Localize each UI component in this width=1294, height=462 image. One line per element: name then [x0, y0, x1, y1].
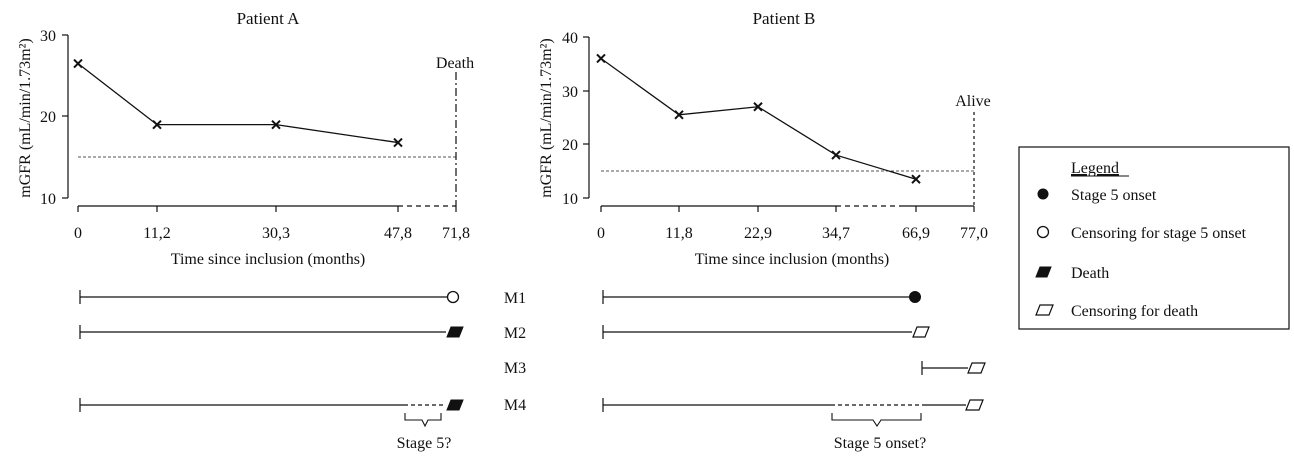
chart-a-y-tick-label: 30: [40, 28, 56, 45]
model-label-m1: M1: [504, 290, 526, 307]
chart-a-y-tick-label: 20: [40, 109, 56, 126]
chart-a-x-axis-label: Time since inclusion (months): [171, 251, 366, 268]
patient-a-m4-timeline: Stage 5?: [79, 398, 464, 452]
filled-circle-marker: [909, 291, 921, 303]
stage-5-brace-label: Stage 5?: [397, 435, 452, 452]
legend-item-label: Censoring for death: [1071, 303, 1198, 320]
chart-b-x-tick-label: 22,9: [744, 225, 772, 242]
chart-b-data-point: [753, 102, 763, 112]
chart-b-x-axis-label: Time since inclusion (months): [695, 251, 890, 268]
chart-a-series-line: [77, 63, 399, 144]
model-label-m4: M4: [504, 397, 526, 414]
chart-a-data-point: [152, 119, 162, 130]
chart-b-data-point: [831, 150, 841, 160]
chart-a-x-tick-label: 11,2: [143, 225, 170, 242]
legend: Legend Stage 5 onset Censoring for stage…: [1018, 146, 1290, 330]
censoring-death-marker: [967, 362, 986, 374]
chart-b-x-tick-label: 34,7: [822, 225, 850, 242]
chart-b-end-label: Alive: [955, 93, 991, 110]
chart-a-x-tick-label: 47,8: [384, 225, 412, 242]
model-label-m3: M3: [504, 360, 526, 377]
patient-b-m3-timeline: [921, 361, 986, 375]
death-marker: [446, 326, 464, 338]
chart-patient-b: Patient B mGFR (mL/min/1.73m²) 40 30 20 …: [538, 9, 991, 268]
chart-patient-a: Patient A mGFR (mL/min/1.73m²) 30 20 10 …: [17, 9, 474, 268]
patient-b-m1-timeline: [602, 290, 921, 304]
censoring-death-marker: [965, 399, 984, 411]
legend-death-icon: [1035, 266, 1052, 278]
censoring-death-marker: [912, 326, 930, 338]
chart-b-x-tick-label: 11,8: [665, 225, 692, 242]
legend-title: Legend: [1071, 160, 1119, 177]
chart-b-x-tick-label: 77,0: [960, 225, 988, 242]
stage-5-onset-brace-label: Stage 5 onset?: [834, 435, 926, 452]
legend-item-label: Stage 5 onset: [1071, 187, 1157, 204]
patient-b-m4-timeline: Stage 5 onset?: [602, 398, 984, 452]
chart-b-data-point: [596, 53, 606, 64]
chart-a-x-tick-label: 30,3: [262, 225, 290, 242]
chart-b-y-tick-label: 30: [562, 84, 578, 101]
death-marker: [446, 399, 464, 411]
legend-censoring-death-icon: [1035, 304, 1054, 316]
chart-b-data-point: [674, 110, 684, 120]
chart-b-x-tick-label: 0: [597, 225, 605, 242]
legend-item-label: Death: [1071, 265, 1109, 282]
chart-b-series-line: [600, 57, 917, 180]
chart-b-series: [596, 53, 921, 184]
patient-a-m1-timeline: [79, 290, 460, 304]
chart-a-x-tick-label: 0: [74, 225, 82, 242]
chart-a-data-point: [271, 119, 281, 130]
chart-a-title: Patient A: [237, 9, 301, 28]
stage-5-onset-brace: [831, 413, 922, 427]
chart-a-y-tick-label: 10: [40, 191, 56, 208]
chart-a-y-axis-label: mGFR (mL/min/1.73m²): [17, 38, 34, 197]
chart-a-data-point: [393, 137, 403, 148]
chart-b-title: Patient B: [753, 9, 816, 28]
patient-a-m2-timeline: [79, 325, 464, 339]
open-circle-marker: [446, 290, 460, 304]
chart-a-end-label: Death: [436, 55, 474, 72]
chart-a-x-tick-label: 71,8: [442, 225, 470, 242]
legend-stage5-onset-icon: [1037, 188, 1049, 200]
legend-item-label: Censoring for stage 5 onset: [1071, 225, 1247, 242]
chart-b-y-tick-label: 40: [562, 30, 578, 47]
chart-b-data-point: [911, 174, 921, 184]
chart-b-y-axis-label: mGFR (mL/min/1.73m²): [538, 38, 555, 197]
legend-box: [1018, 146, 1290, 330]
legend-censoring-stage5-icon: [1036, 225, 1050, 239]
chart-b-y-tick-label: 10: [562, 191, 578, 208]
model-label-m2: M2: [504, 325, 526, 342]
chart-b-y-tick-label: 20: [562, 137, 578, 154]
model-rows: M1 M2 M3 M4 Stage 5?: [79, 290, 986, 452]
patient-b-m2-timeline: [602, 325, 930, 339]
chart-a-series: [73, 58, 403, 148]
chart-a-data-point: [73, 58, 83, 69]
chart-b-x-tick-label: 66,9: [902, 225, 930, 242]
stage-5-brace: [404, 413, 442, 428]
